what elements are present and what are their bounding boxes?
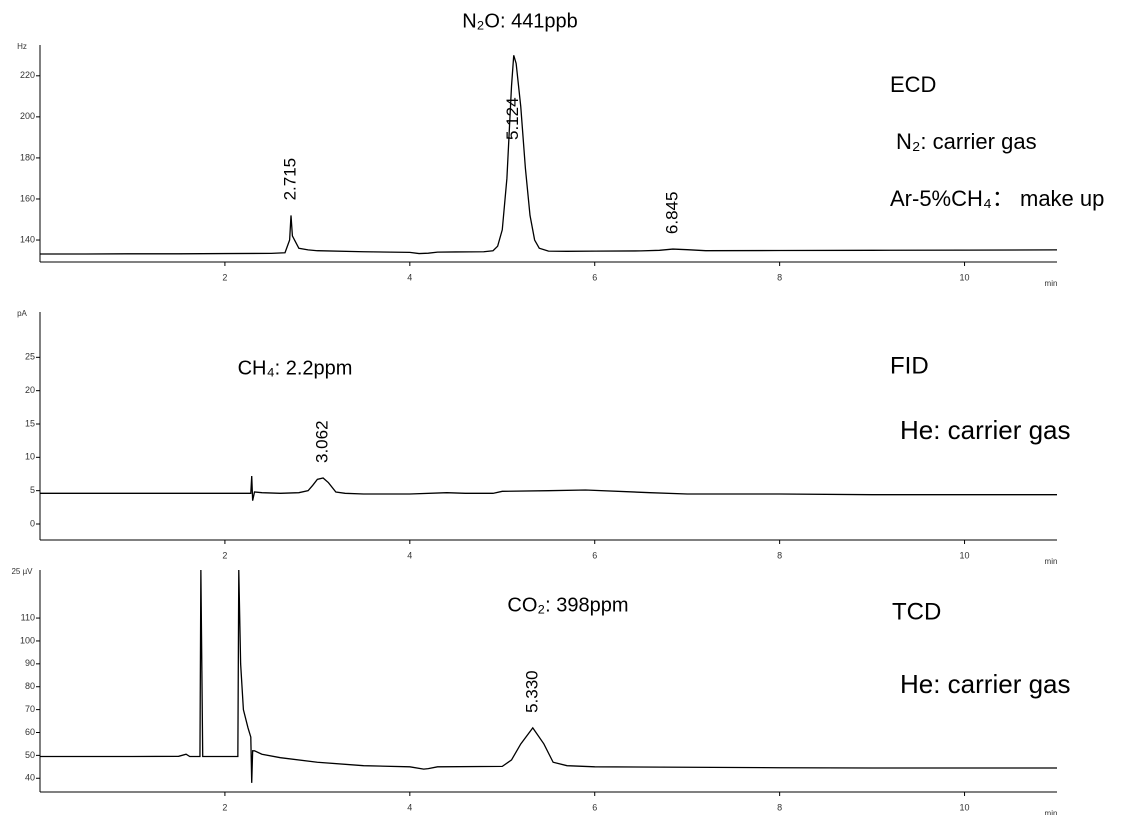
y-tick-label: 40 — [25, 773, 35, 783]
y-tick-label: 15 — [25, 418, 35, 428]
peak-label: 6.845 — [662, 192, 681, 235]
x-tick-label: 2 — [222, 272, 227, 282]
trace — [40, 55, 1057, 255]
detector-label: TCD — [892, 598, 941, 625]
x-tick-label: 4 — [407, 272, 412, 282]
compound-label: N₂O: 441ppb — [462, 10, 578, 32]
x-tick-label: 10 — [960, 272, 970, 282]
plot — [40, 475, 1057, 501]
y-tick-label: 100 — [20, 635, 35, 645]
y-tick-label: 25 — [25, 352, 35, 362]
x-tick-label: 10 — [960, 550, 970, 560]
y-tick-label: 5 — [30, 485, 35, 495]
y-tick-label: 20 — [25, 385, 35, 395]
x-tick-label: 6 — [592, 550, 597, 560]
trace — [40, 475, 1057, 501]
x-tick-label: 4 — [407, 550, 412, 560]
y-tick-label: 160 — [20, 193, 35, 203]
x-axis-label: min — [1045, 279, 1058, 288]
trace — [40, 570, 1057, 783]
gas-note: He: carrier gas — [900, 669, 1071, 699]
y-tick-label: 90 — [25, 658, 35, 668]
x-tick-label: 4 — [407, 802, 412, 812]
y-axis-label: pA — [17, 309, 27, 318]
plot — [40, 55, 1057, 255]
x-tick-label: 8 — [777, 550, 782, 560]
x-tick-label: 8 — [777, 272, 782, 282]
detector-label: ECD — [890, 72, 936, 97]
x-tick-label: 6 — [592, 272, 597, 282]
y-tick-label: 10 — [25, 452, 35, 462]
y-tick-label: 180 — [20, 152, 35, 162]
x-tick-label: 6 — [592, 802, 597, 812]
peak-label: 3.062 — [313, 420, 332, 463]
x-axis-label: min — [1045, 809, 1058, 815]
peak-label: 5.124 — [503, 97, 522, 140]
x-axis-label: min — [1045, 557, 1058, 566]
x-tick-label: 10 — [960, 802, 970, 812]
plot — [40, 570, 1057, 783]
y-tick-label: 70 — [25, 704, 35, 714]
x-tick-label: 8 — [777, 802, 782, 812]
y-axis-label: Hz — [17, 42, 27, 51]
x-tick-label: 2 — [222, 550, 227, 560]
detector-label: FID — [890, 352, 929, 379]
gas-note: He: carrier gas — [900, 415, 1071, 445]
peak-label: 5.330 — [522, 670, 541, 713]
gas-note: Ar-5%CH₄： make up — [890, 186, 1104, 211]
compound-label: CH₄: 2.2ppm — [238, 357, 353, 379]
y-tick-label: 60 — [25, 727, 35, 737]
peak-label: 2.715 — [280, 158, 299, 201]
y-axis-label: 25 µV — [11, 567, 33, 576]
gas-note: N₂: carrier gas — [896, 129, 1037, 154]
y-tick-label: 50 — [25, 750, 35, 760]
compound-label: CO₂: 398ppm — [507, 594, 628, 616]
y-tick-label: 110 — [21, 612, 35, 622]
y-tick-label: 140 — [20, 234, 35, 244]
x-tick-label: 2 — [222, 802, 227, 812]
y-tick-label: 0 — [30, 518, 35, 528]
y-tick-label: 80 — [25, 681, 35, 691]
y-tick-label: 220 — [20, 70, 35, 80]
y-tick-label: 200 — [20, 111, 35, 121]
